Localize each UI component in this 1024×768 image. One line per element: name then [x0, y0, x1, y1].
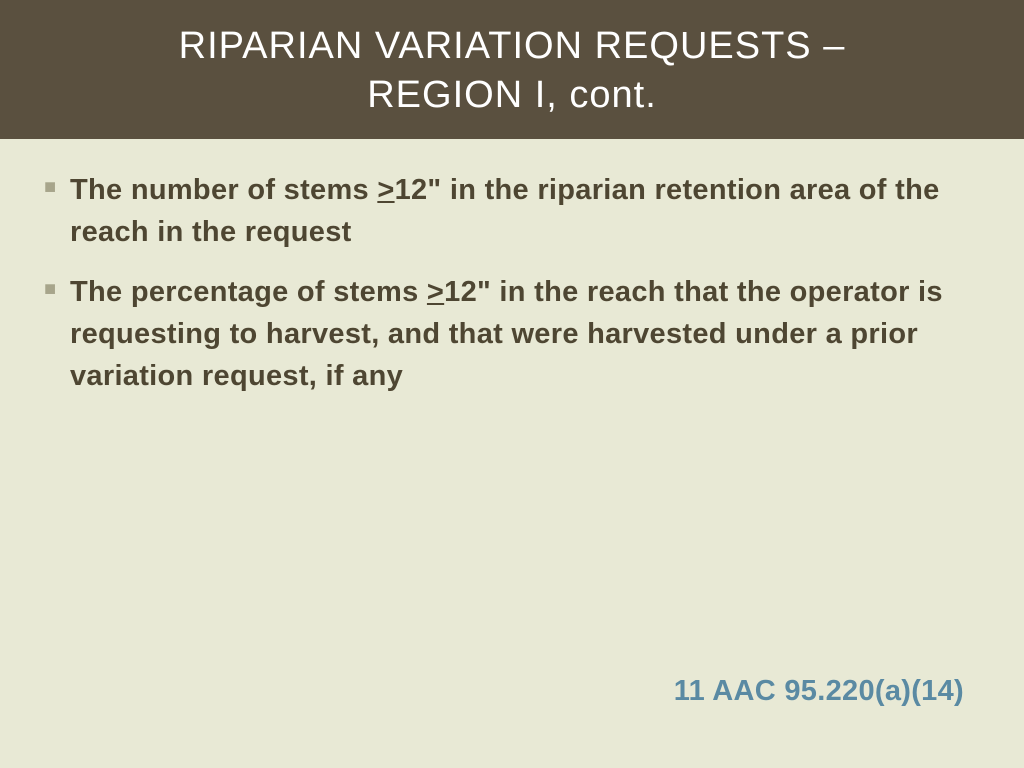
gte-symbol: >	[377, 174, 394, 206]
list-item: The percentage of stems >12" in the reac…	[44, 271, 994, 397]
list-item: The number of stems >12" in the riparian…	[44, 169, 994, 253]
slide-title: RIPARIAN VARIATION REQUESTS – REGION I, …	[0, 0, 1024, 139]
slide-body: The number of stems >12" in the riparian…	[0, 139, 1024, 768]
slide: RIPARIAN VARIATION REQUESTS – REGION I, …	[0, 0, 1024, 768]
title-line-1: RIPARIAN VARIATION REQUESTS –	[179, 25, 846, 67]
title-line-2: REGION I, cont.	[367, 74, 657, 116]
bullet-text-pre: The percentage of stems	[70, 276, 427, 308]
bullet-list: The number of stems >12" in the riparian…	[44, 169, 994, 397]
citation: 11 AAC 95.220(a)(14)	[674, 675, 964, 708]
gte-symbol: >	[427, 276, 444, 308]
bullet-text-pre: The number of stems	[70, 174, 377, 206]
